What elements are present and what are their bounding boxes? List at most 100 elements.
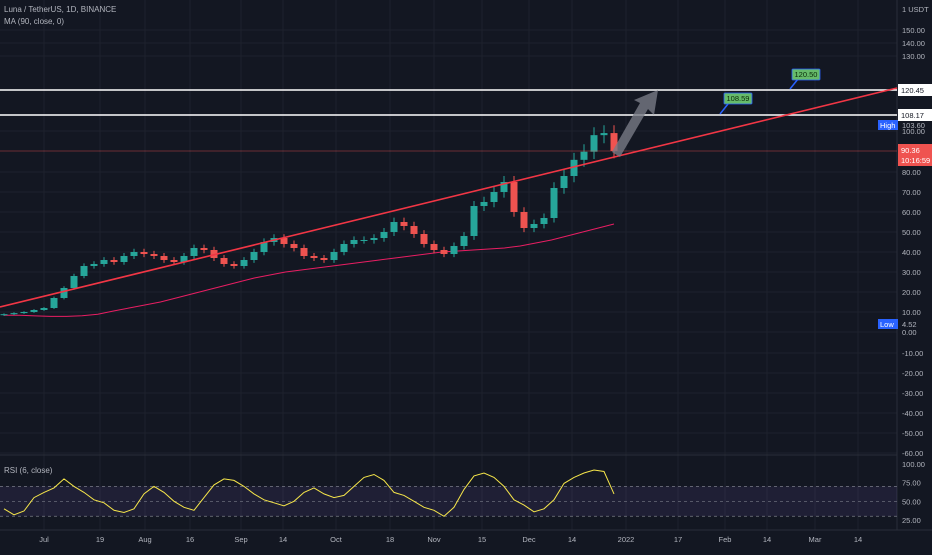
time-tick-label: 14: [568, 535, 576, 544]
candle-down: [150, 254, 158, 256]
candle-down: [440, 250, 448, 254]
symbol-legend[interactable]: Luna / TetherUS, 1D, BINANCE: [4, 5, 117, 14]
price-tag-108: [898, 109, 932, 121]
projection-arrow: [612, 90, 658, 157]
candle-up: [240, 260, 248, 266]
note-box: [791, 68, 821, 81]
moving-average-line: [4, 223, 615, 317]
candle-down: [290, 244, 298, 248]
countdown: 10:16:59: [901, 156, 930, 165]
candle-down: [430, 244, 438, 250]
candle-up: [0, 314, 8, 316]
price-tag-120: [898, 84, 932, 96]
candle-up: [480, 202, 488, 206]
candle-down: [400, 222, 408, 226]
price-tick-label: 80.00: [902, 168, 921, 177]
rsi-band: [0, 486, 897, 517]
rsi-tick-label: 50.00: [902, 497, 921, 506]
candle-up: [530, 224, 538, 228]
price-tick-label: 70.00: [902, 188, 921, 197]
time-tick-label: Nov: [427, 535, 441, 544]
candle-down: [280, 238, 288, 244]
candle-up: [130, 252, 138, 256]
drawings: 108.59 120.50: [0, 68, 898, 308]
candle-down: [170, 260, 178, 262]
price-axis[interactable]: 150.00 140.00 130.00 100.00 80.00 70.00 60.00 5…: [902, 5, 929, 525]
price-tag-108-text: 108.17: [901, 111, 924, 120]
candle-up: [560, 176, 568, 188]
ma-line: [4, 223, 615, 317]
candle-up: [30, 310, 38, 312]
price-tick-label: -30.00: [902, 389, 923, 398]
grid: [0, 0, 932, 531]
price-tick-label: 100.00: [902, 127, 925, 136]
rsi-legend[interactable]: RSI (6, close): [4, 466, 53, 475]
rsi-tick-label: 100.00: [902, 460, 925, 469]
candle-up: [250, 252, 258, 260]
rsi-tick-label: 75.00: [902, 479, 921, 488]
price-tick-label: 30.00: [902, 268, 921, 277]
time-tick-label: 16: [186, 535, 194, 544]
candle-up: [470, 206, 478, 236]
time-tick-label: 18: [386, 535, 394, 544]
candle-up: [20, 312, 28, 314]
candle-down: [200, 248, 208, 250]
ma-legend[interactable]: MA (90, close, 0): [4, 17, 65, 26]
time-tick-label: 15: [478, 535, 486, 544]
candle-up: [590, 135, 598, 152]
currency-label: 1 USDT: [902, 5, 929, 14]
last-price-value: 90.36: [901, 146, 920, 155]
price-tick-label: 0.00: [902, 328, 917, 337]
time-axis[interactable]: Jul 19 Aug 16 Sep 14 Oct 18 Nov 15 Dec 14 2022 17 Feb 1…: [39, 535, 862, 544]
candle-down: [610, 133, 618, 151]
time-tick-label: Mar: [809, 535, 822, 544]
candle-up: [540, 218, 548, 224]
candle-down: [510, 182, 518, 212]
rsi-line: [3, 469, 615, 517]
price-tick-label: 130.00: [902, 52, 925, 61]
note-box: [723, 92, 753, 105]
time-tick-label: Aug: [138, 535, 151, 544]
time-tick-label: 14: [854, 535, 862, 544]
high-label: High: [880, 121, 895, 130]
candle-up: [380, 232, 388, 238]
candle-down: [310, 256, 318, 258]
candles: [0, 125, 618, 316]
time-tick-label: 19: [96, 535, 104, 544]
price-tick-label: -50.00: [902, 429, 923, 438]
candle-up: [190, 248, 198, 256]
low-value: 4.52: [902, 320, 917, 329]
candle-up: [10, 313, 18, 315]
candle-up: [370, 238, 378, 240]
candle-down: [110, 260, 118, 262]
time-tick-label: Jul: [39, 535, 49, 544]
candle-up: [450, 246, 458, 254]
candle-up: [40, 308, 48, 310]
candle-down: [420, 234, 428, 244]
candle-up: [80, 266, 88, 276]
price-tick-label: -60.00: [902, 449, 923, 458]
candle-up: [100, 260, 108, 264]
time-tick-label: Sep: [234, 535, 247, 544]
note-leader: [789, 78, 799, 90]
candle-down: [300, 248, 308, 256]
price-tag-120-text: 120.45: [901, 86, 924, 95]
price-tick-label: 10.00: [902, 308, 921, 317]
note-leader: [719, 103, 729, 115]
high-value: 103.60: [902, 121, 925, 130]
candle-up: [550, 188, 558, 218]
time-tick-label: 2022: [618, 535, 635, 544]
low-badge: [878, 319, 898, 329]
candle-up: [330, 252, 338, 260]
candle-up: [90, 264, 98, 266]
candle-down: [140, 252, 148, 254]
price-tick-label: 140.00: [902, 39, 925, 48]
candle-up: [600, 133, 608, 136]
candle-up: [70, 276, 78, 288]
time-tick-label: 14: [279, 535, 287, 544]
low-label: Low: [880, 320, 894, 329]
candle-up: [260, 242, 268, 252]
